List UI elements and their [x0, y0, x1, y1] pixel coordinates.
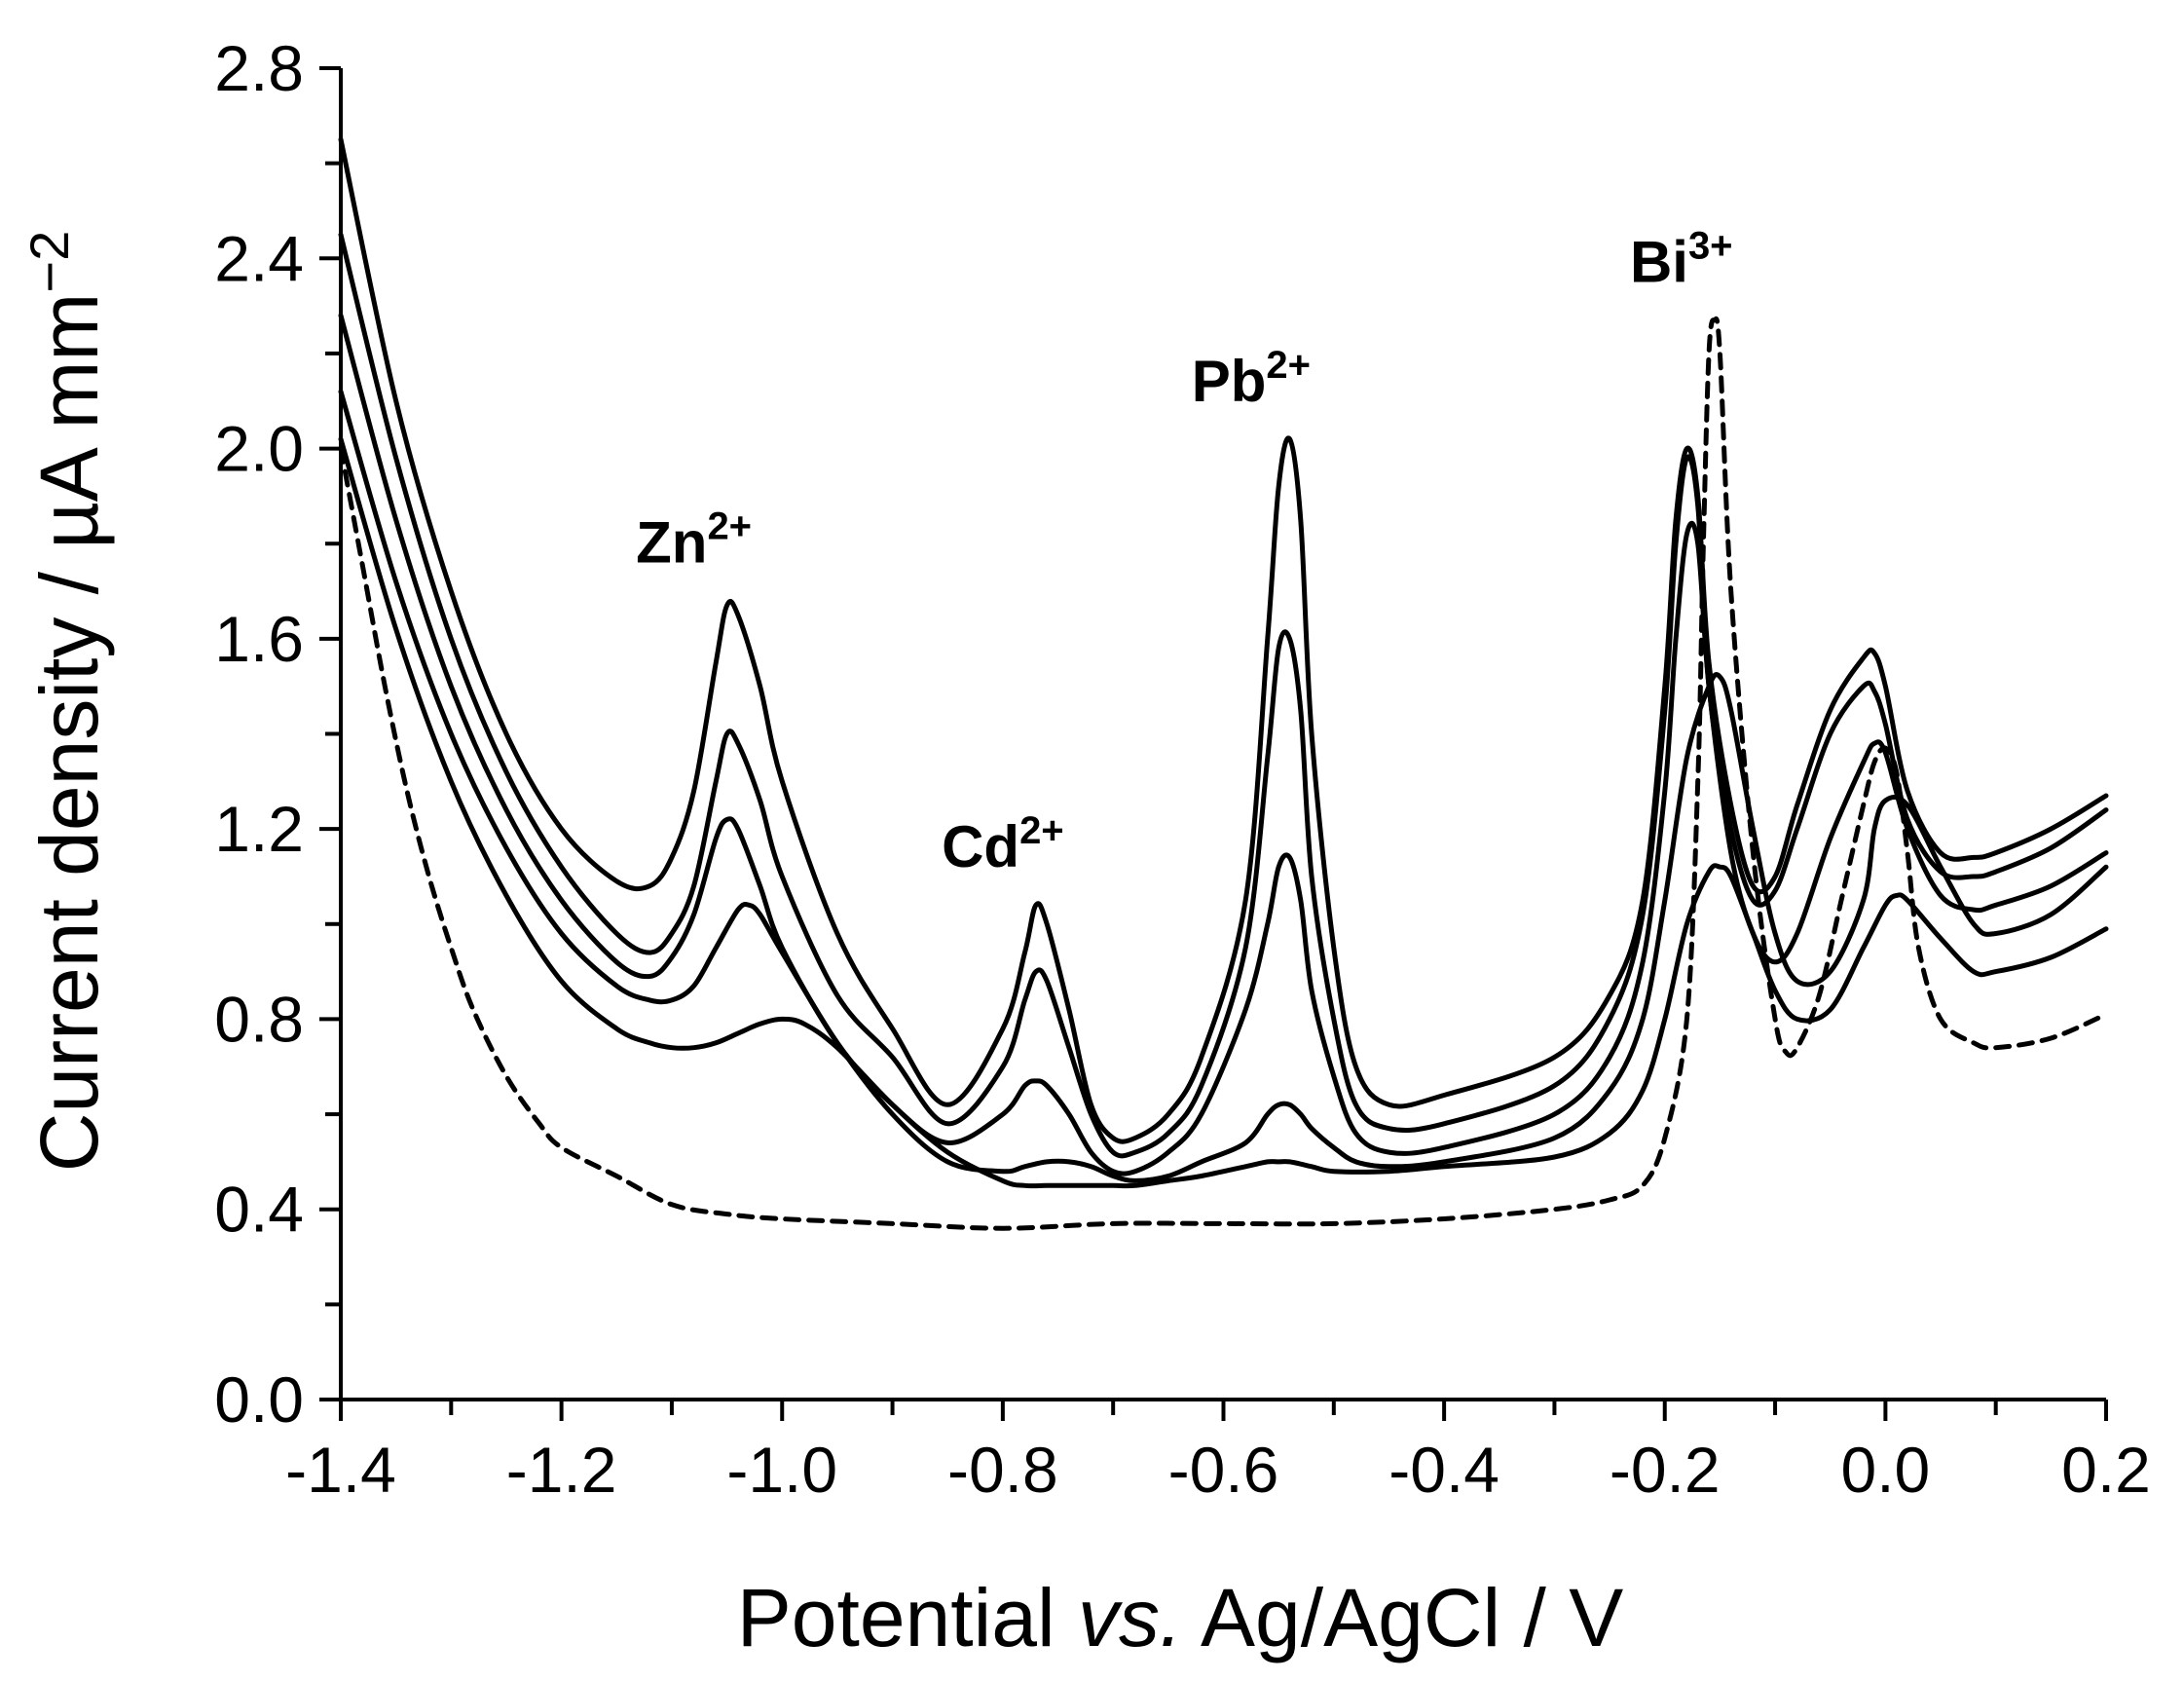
- x-axis-title-post: Ag/AgCl / V: [1182, 1572, 1623, 1663]
- peak-label-charge: 2+: [1266, 344, 1311, 387]
- x-tick-label: -0.8: [947, 1434, 1058, 1506]
- x-tick-label: -0.6: [1168, 1434, 1279, 1506]
- series-line-curve-4: [338, 389, 2109, 1183]
- peak-label-element: Pb: [1192, 349, 1267, 414]
- x-tick-label: -1.4: [285, 1434, 396, 1506]
- y-tick-label: 1.6: [214, 603, 304, 675]
- peak-label-charge: 2+: [1019, 809, 1064, 852]
- y-tick-label: 2.4: [214, 222, 304, 294]
- series-line-curve-1: [338, 136, 2109, 1144]
- series-line-blank-dashed: [338, 316, 2109, 1231]
- y-tick-label: 2.0: [214, 413, 304, 485]
- x-tick-label: -0.4: [1388, 1434, 1499, 1506]
- series-line-curve-3: [338, 313, 2109, 1177]
- y-axis-title-main: Current density / µA mm: [23, 293, 115, 1173]
- y-tick-label: 0.0: [214, 1363, 304, 1436]
- y-axis-title: Current density / µA mm−2: [19, 231, 115, 1173]
- x-tick-label: -1.0: [726, 1434, 837, 1506]
- x-tick-label: 0.2: [2061, 1434, 2151, 1506]
- x-axis-title: Potential vs. Ag/AgCl / V: [737, 1572, 1623, 1663]
- x-ticks: -1.4 -1.2 -1.0 -0.8 -0.6 -0.4 -0.2 0.0 0.2: [285, 1400, 2151, 1506]
- x-tick-label: 0.0: [1841, 1434, 1931, 1506]
- y-tick-label: 2.8: [214, 32, 304, 104]
- peak-label-cd: Cd2+: [942, 809, 1064, 879]
- x-tick-label: -0.2: [1610, 1434, 1721, 1506]
- peak-label-element: Bi: [1630, 230, 1688, 295]
- series-line-curve-5: [338, 436, 2109, 1189]
- x-tick-label: -1.2: [506, 1434, 617, 1506]
- plot-curves: [338, 136, 2109, 1231]
- y-axis-title-sup: −2: [19, 231, 80, 293]
- peak-label-charge: 2+: [707, 505, 752, 548]
- peak-label-bi: Bi3+: [1630, 225, 1733, 295]
- y-ticks: 0.0 0.4 0.8 1.2 1.6 2.0 2.4 2.8: [214, 32, 341, 1436]
- peak-label-element: Cd: [942, 814, 1019, 879]
- y-tick-label: 1.2: [214, 793, 304, 865]
- x-axis-title-italic: vs.: [1078, 1572, 1182, 1663]
- y-tick-label: 0.8: [214, 983, 304, 1055]
- peak-label-pb: Pb2+: [1192, 344, 1311, 414]
- series-line-curve-2: [338, 232, 2109, 1159]
- x-axis-title-pre: Potential: [737, 1572, 1078, 1663]
- axes: [339, 68, 2106, 1401]
- peak-label-element: Zn: [636, 510, 707, 576]
- peak-annotations: Zn2+Cd2+Pb2+Bi3+: [636, 225, 1732, 880]
- y-tick-label: 0.4: [214, 1174, 304, 1246]
- peak-label-zn: Zn2+: [636, 505, 752, 576]
- peak-label-charge: 3+: [1688, 225, 1733, 268]
